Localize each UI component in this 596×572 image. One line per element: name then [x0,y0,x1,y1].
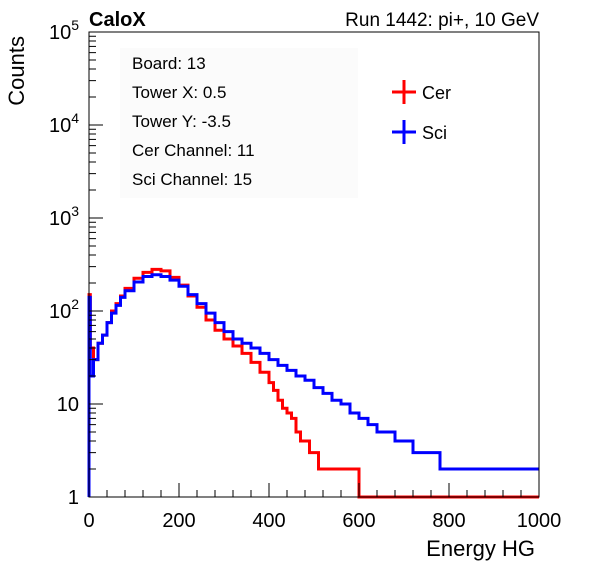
series-sci-line [87,273,539,497]
y-tick-label: 104 [49,110,79,137]
info-sci-channel: Sci Channel: 15 [132,170,253,189]
y-tick-label: 103 [49,203,79,230]
y-tick-label: 102 [49,296,79,323]
x-tick-label: 400 [252,510,285,532]
info-tower-x: Tower X: 0.5 [132,83,227,102]
y-axis-title: Counts [4,36,29,106]
plot-frame [88,31,540,498]
info-tower-y: Tower Y: -3.5 [132,112,231,131]
x-tick-label: 0 [83,510,94,532]
data-layer [87,267,539,499]
y-tick-label: 10 [57,394,79,416]
run-label: Run 1442: pi+, 10 GeV [345,10,539,31]
x-tick-label: 200 [162,510,195,532]
info-cer-channel: Cer Channel: 11 [132,141,255,160]
x-tick-label: 800 [432,510,465,532]
info-board: Board: 13 [132,54,206,73]
legend-label-cer: Cer [422,83,451,103]
y-tick-label: 1 [68,487,79,509]
legend-label-sci: Sci [422,123,447,143]
calox-label: CaloX [89,9,146,31]
series-cer-line [87,267,539,499]
axis-layer: 0 200 400 600 800 1000 1 10 102 103 104 105 [49,17,561,532]
y-tick-label: 105 [49,17,79,44]
x-axis-title: Energy HG [426,536,535,561]
x-tick-label: 1000 [517,510,562,532]
legend: Cer Sci [392,80,451,144]
x-tick-label: 600 [342,510,375,532]
run-info-box [120,48,358,198]
